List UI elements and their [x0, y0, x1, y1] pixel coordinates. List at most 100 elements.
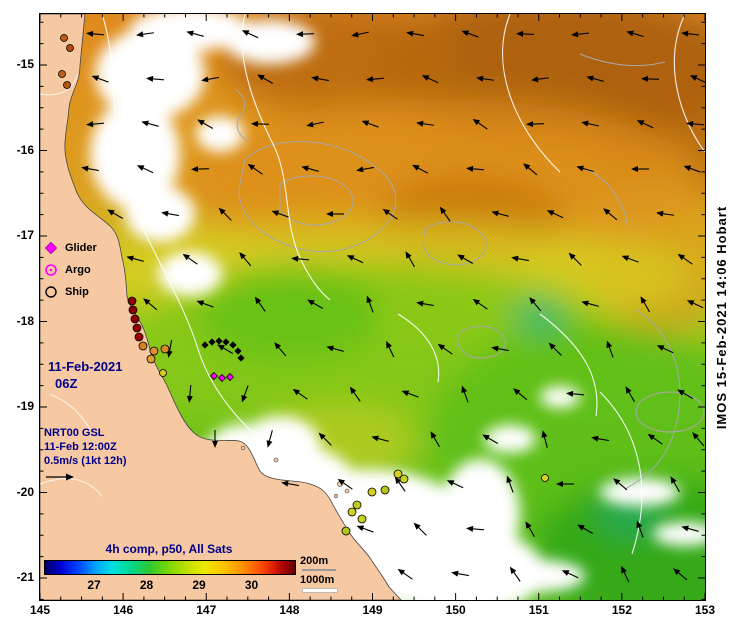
current-arrow: [136, 31, 154, 38]
legend-item-glider: Glider: [44, 237, 97, 259]
current-arrow: [217, 344, 234, 354]
current-arrow: [472, 118, 488, 130]
current-arrow: [461, 30, 479, 38]
current-arrow: [556, 481, 574, 487]
current-arrow: [686, 300, 704, 309]
current-arrow: [640, 296, 650, 313]
current-arrow: [307, 299, 324, 309]
observation-marker: [393, 469, 403, 479]
colorbar-tick: 28: [139, 578, 154, 592]
current-arrow: [625, 386, 635, 403]
observation-marker: [352, 500, 362, 510]
depth-1000m-label: 1000m: [300, 574, 335, 586]
current-arrow: [656, 210, 674, 217]
current-arrow: [241, 30, 259, 39]
current-arrow: [631, 166, 649, 172]
current-arrow: [451, 570, 469, 577]
analysis-date-line2: 06Z: [55, 376, 78, 391]
bathymetry-contours-gray: [234, 53, 705, 490]
observation-markers: [58, 34, 549, 536]
current-arrow: [281, 480, 299, 487]
lon-tick-label: 149: [362, 603, 383, 617]
obs-legend: Glider Argo Ship: [44, 237, 97, 303]
current-arrow: [291, 255, 310, 262]
current-arrow: [581, 300, 599, 307]
lon-tick-label: 153: [694, 603, 716, 617]
lon-tick-label: 152: [611, 603, 632, 617]
land-queensland-coast: [40, 14, 402, 600]
observation-marker: [138, 341, 148, 351]
current-arrow: [683, 165, 701, 173]
current-arrow: [421, 75, 439, 84]
current-arrow: [212, 430, 218, 448]
current-arrow: [366, 295, 374, 313]
current-arrow: [397, 568, 413, 580]
current-arrow: [686, 120, 705, 127]
current-arrow: [591, 435, 609, 442]
current-arrow: [531, 76, 549, 83]
current-arrow: [146, 75, 165, 82]
current-arrow: [466, 525, 485, 532]
legend-label-ship: Ship: [65, 286, 89, 298]
bathymetry-contours-white: [101, 14, 705, 600]
depth-200m-line-sample: [302, 569, 336, 571]
current-arrow: [251, 120, 270, 127]
colorbar-title: 4h comp, p50, All Sats: [105, 542, 233, 556]
current-arrow: [446, 480, 464, 489]
depth-200m-label: 200m: [300, 555, 329, 567]
current-arrow: [394, 476, 406, 492]
current-arrow: [636, 120, 654, 129]
colorbar-tick: 29: [192, 578, 206, 592]
depth-contour-key: 200m 1000m: [300, 555, 338, 596]
current-arrow: [356, 525, 374, 533]
current-arrow: [586, 75, 604, 82]
observation-marker: [63, 81, 71, 89]
current-arrow: [529, 297, 542, 312]
current-arrow: [636, 520, 644, 538]
lon-tick-label: 150: [445, 603, 466, 617]
current-arrow: [191, 166, 210, 173]
observation-marker: [399, 474, 409, 484]
observation-marker: [132, 323, 142, 333]
legend-item-argo: Argo: [44, 259, 97, 281]
forecast-line1: NRT00 GSL: [44, 427, 105, 439]
analysis-date: 11-Feb-2021 06Z: [48, 358, 122, 392]
observation-marker: [367, 487, 377, 497]
current-arrow: [677, 389, 694, 399]
current-arrow: [366, 76, 385, 83]
lat-tick-label: -19: [16, 399, 34, 413]
current-arrow: [603, 208, 618, 221]
observation-marker: [146, 354, 156, 364]
current-arrow: [681, 30, 700, 37]
observation-marker: [128, 305, 138, 315]
observation-marker: [127, 296, 137, 306]
current-arrow: [361, 120, 379, 128]
analysis-date-line1: 11-Feb-2021: [48, 359, 123, 374]
lat-tick-label: -18: [16, 313, 34, 328]
vector-scale-arrow-icon: [46, 473, 74, 481]
current-arrow: [197, 119, 214, 129]
current-arrow: [511, 255, 529, 262]
current-arrow: [318, 432, 332, 446]
current-arrow: [239, 252, 252, 267]
current-arrow: [621, 565, 630, 583]
observation-marker: [234, 347, 242, 355]
current-arrow: [525, 521, 535, 538]
current-arrow: [416, 300, 434, 307]
current-arrow: [143, 298, 158, 311]
current-arrow: [247, 163, 263, 175]
observation-marker: [222, 338, 230, 346]
current-arrow: [201, 76, 219, 83]
lat-tick-label: -16: [16, 142, 34, 157]
legend-label-argo: Argo: [65, 264, 91, 276]
current-arrow: [306, 121, 324, 128]
current-arrow: [437, 343, 453, 355]
current-arrow: [677, 253, 693, 265]
current-arrow: [626, 30, 644, 38]
current-arrow: [621, 255, 639, 263]
lat-tick-label: -15: [16, 57, 34, 71]
lat-tick-label: -20: [16, 484, 34, 499]
lat-tick-label: -21: [16, 570, 34, 584]
colorbar-tick: 30: [244, 578, 259, 592]
